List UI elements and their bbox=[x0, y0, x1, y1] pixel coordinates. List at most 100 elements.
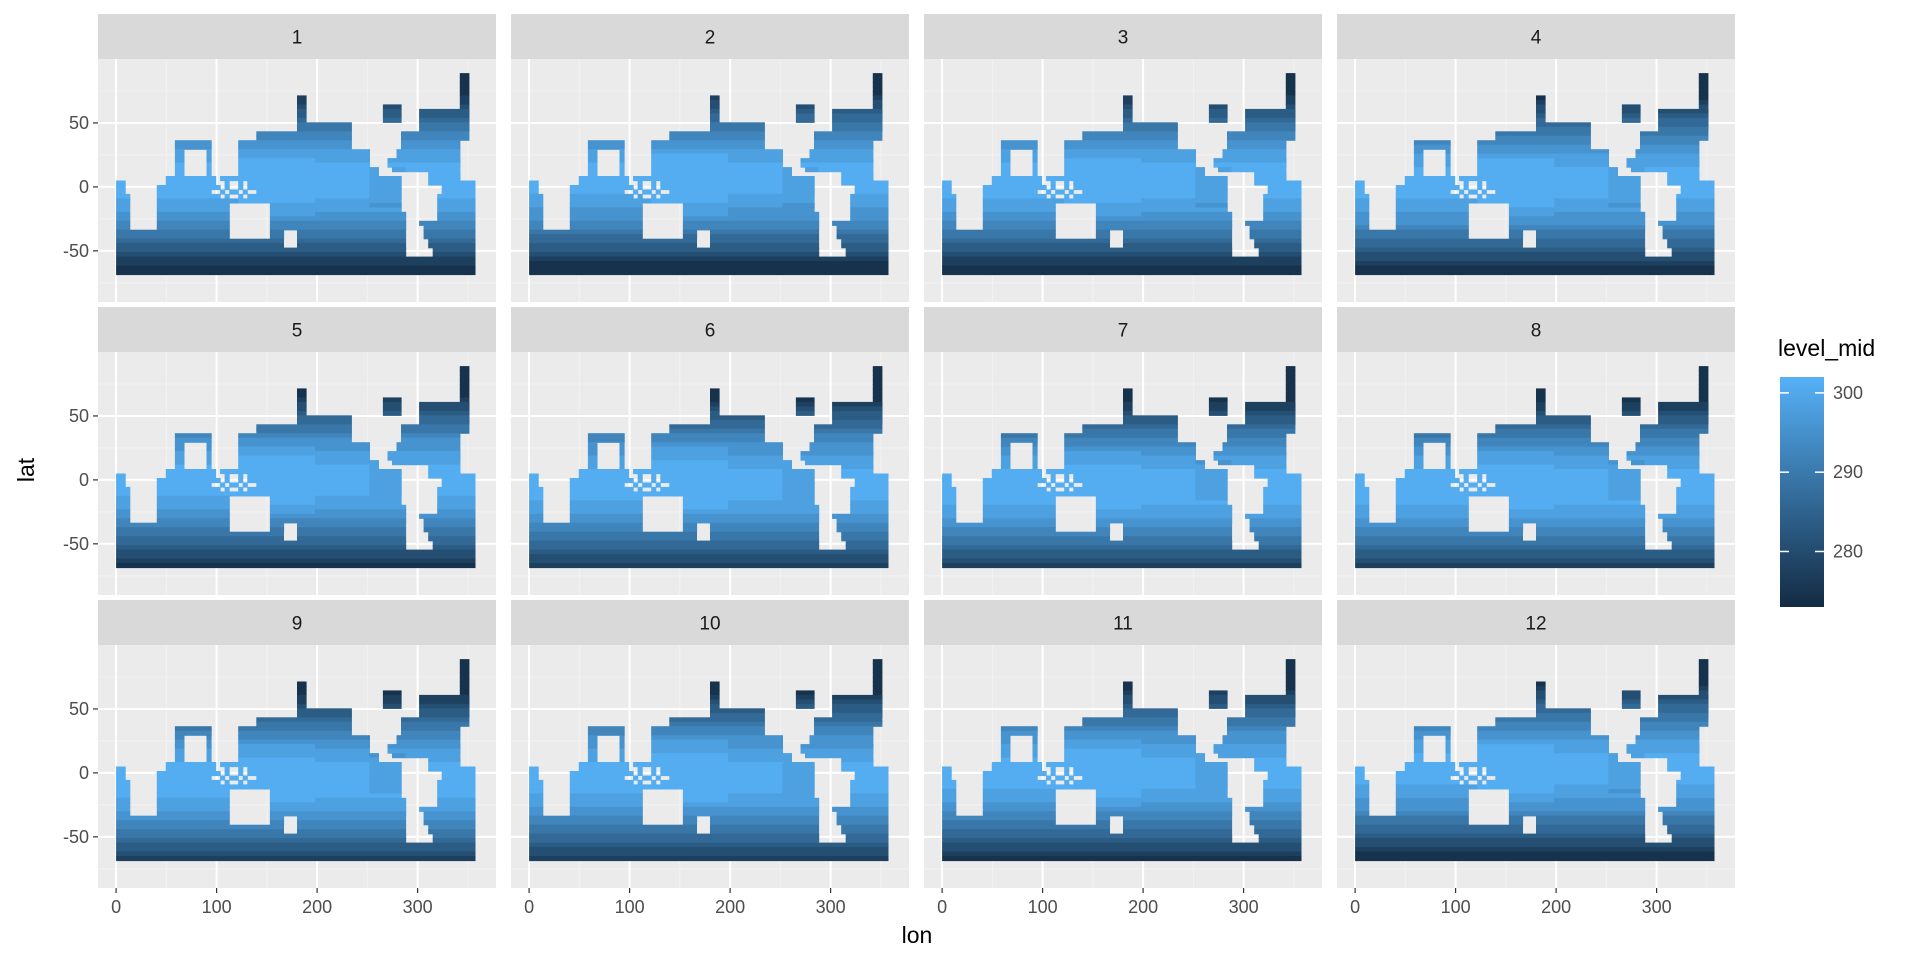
raster-cell bbox=[1413, 144, 1451, 150]
raster-cell bbox=[1213, 158, 1287, 164]
raster-cell bbox=[1141, 464, 1205, 470]
raster-cell bbox=[1000, 171, 1011, 177]
raster-cell bbox=[238, 464, 370, 470]
raster-cell bbox=[269, 509, 316, 515]
raster-cell bbox=[942, 252, 1233, 258]
raster-cell bbox=[982, 202, 1056, 208]
raster-cell bbox=[1667, 757, 1700, 763]
facet-strip bbox=[98, 600, 496, 645]
raster-cell bbox=[1554, 211, 1646, 217]
raster-cell bbox=[942, 491, 957, 497]
raster-cell bbox=[297, 99, 307, 105]
raster-cell bbox=[814, 726, 874, 732]
raster-cell bbox=[269, 815, 285, 821]
raster-cell bbox=[682, 207, 729, 213]
raster-cell bbox=[459, 388, 470, 394]
raster-cell bbox=[1208, 397, 1228, 403]
raster-cell bbox=[1536, 419, 1591, 425]
raster-cell bbox=[651, 744, 729, 750]
raster-cell bbox=[174, 460, 185, 466]
raster-cell bbox=[116, 554, 476, 560]
raster-cell bbox=[1195, 478, 1228, 484]
facet-panel-2: 2 bbox=[511, 14, 909, 302]
raster-cell bbox=[1395, 189, 1451, 195]
raster-cell bbox=[1249, 815, 1302, 821]
raster-cell bbox=[655, 775, 661, 781]
raster-cell bbox=[1123, 234, 1233, 240]
raster-cell bbox=[782, 202, 815, 208]
raster-cell bbox=[1073, 486, 1196, 492]
raster-cell bbox=[419, 122, 470, 128]
raster-cell bbox=[220, 189, 226, 195]
raster-cell bbox=[710, 531, 820, 537]
raster-cell bbox=[256, 482, 370, 488]
raster-cell bbox=[1477, 748, 1555, 754]
raster-cell bbox=[459, 677, 470, 683]
raster-cell bbox=[642, 775, 652, 781]
raster-cell bbox=[1064, 473, 1070, 479]
raster-cell bbox=[569, 207, 643, 213]
raster-cell bbox=[529, 252, 820, 258]
raster-cell bbox=[369, 775, 402, 781]
raster-cell bbox=[569, 771, 634, 777]
raster-cell bbox=[1667, 238, 1715, 244]
raster-cell bbox=[782, 788, 815, 794]
raster-cell bbox=[1000, 460, 1011, 466]
temperature-raster bbox=[1355, 366, 1715, 569]
raster-cell bbox=[1208, 108, 1228, 114]
raster-cell bbox=[529, 779, 544, 785]
raster-cell bbox=[569, 491, 783, 497]
raster-cell bbox=[942, 207, 957, 213]
raster-cell bbox=[782, 185, 815, 191]
raster-cell bbox=[728, 504, 820, 510]
raster-cell bbox=[637, 478, 643, 484]
raster-cell bbox=[942, 824, 1110, 830]
raster-cell bbox=[156, 797, 230, 803]
raster-cell bbox=[1536, 522, 1646, 528]
raster-cell bbox=[587, 437, 625, 443]
raster-cell bbox=[116, 806, 131, 812]
raster-cell bbox=[1445, 442, 1451, 448]
raster-cell bbox=[1263, 198, 1302, 204]
raster-cell bbox=[1285, 397, 1296, 403]
raster-cell bbox=[224, 185, 230, 191]
raster-cell bbox=[832, 513, 889, 519]
raster-cell bbox=[1208, 699, 1228, 705]
raster-cell bbox=[1064, 140, 1178, 146]
raster-cell bbox=[1267, 771, 1302, 777]
raster-cell bbox=[1095, 509, 1233, 515]
raster-cell bbox=[315, 797, 407, 803]
raster-cell bbox=[1486, 185, 1609, 191]
raster-cell bbox=[1195, 469, 1228, 475]
raster-cell bbox=[116, 229, 230, 235]
raster-cell bbox=[836, 225, 889, 231]
raster-cell bbox=[529, 180, 539, 186]
raster-cell bbox=[1404, 473, 1456, 479]
raster-cell bbox=[569, 225, 643, 231]
raster-cell bbox=[942, 806, 957, 812]
raster-cell bbox=[728, 739, 783, 745]
raster-cell bbox=[1676, 509, 1715, 515]
raster-cell bbox=[1413, 744, 1424, 750]
raster-cell bbox=[1477, 193, 1483, 199]
y-axis-title: lat bbox=[13, 457, 39, 482]
facet-strip bbox=[98, 14, 496, 59]
raster-cell bbox=[1095, 513, 1233, 519]
raster-cell bbox=[206, 460, 212, 466]
raster-cell bbox=[1355, 225, 1370, 231]
raster-cell bbox=[1477, 757, 1609, 763]
raster-cell bbox=[396, 446, 461, 452]
raster-cell bbox=[569, 513, 643, 519]
raster-cell bbox=[872, 379, 883, 385]
raster-cell bbox=[116, 202, 131, 208]
raster-cell bbox=[315, 500, 402, 506]
raster-cell bbox=[1621, 694, 1641, 700]
raster-cell bbox=[1413, 162, 1424, 168]
raster-cell bbox=[1355, 815, 1469, 821]
raster-cell bbox=[872, 672, 883, 678]
raster-cell bbox=[1285, 659, 1296, 665]
raster-cell bbox=[428, 469, 461, 475]
raster-cell bbox=[297, 531, 407, 537]
raster-cell bbox=[872, 659, 883, 665]
raster-cell bbox=[682, 509, 820, 515]
